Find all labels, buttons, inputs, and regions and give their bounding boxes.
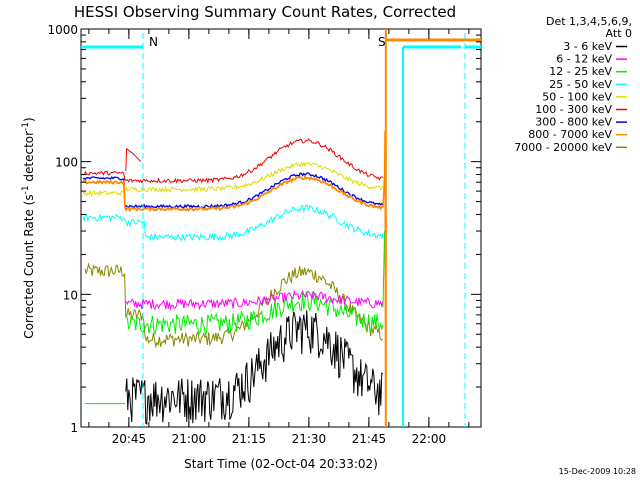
timestamp: 15-Dec-2009 10:28 (559, 467, 636, 476)
y-tick-label: 10 (63, 288, 78, 302)
y-label-exp2: -1 (21, 122, 31, 131)
series-line (82, 172, 384, 210)
legend-header-line2: Att 0 (606, 27, 632, 40)
y-tick-label: 100 (55, 156, 78, 170)
x-tick-label: 20:45 (112, 432, 147, 446)
y-axis-label: Corrected Count Rate (s-1 detector-1) (21, 117, 36, 338)
axis-layer: 1 10 100 1000 20:45 21:00 21:15 21:30 21:45 22:00 (47, 23, 481, 446)
y-label-mid: detector (22, 131, 36, 186)
chart-title: HESSI Observing Summary Count Rates, Cor… (74, 3, 456, 21)
series-line (82, 161, 384, 197)
legend-label: 3 - 6 keV (563, 40, 612, 53)
legend-label: 12 - 25 keV (549, 65, 612, 78)
legend-label: 300 - 800 keV (535, 116, 612, 129)
legend-label: 50 - 100 keV (542, 90, 612, 103)
legend-header-line1: Det 1,3,4,5,6,9, (546, 15, 632, 28)
legend-label: 6 - 12 keV (556, 53, 612, 66)
legend-label: 7000 - 20000 keV (514, 141, 612, 154)
flag-letter: N (149, 35, 158, 49)
series-line (125, 290, 384, 337)
legend-label: 100 - 300 keV (535, 103, 612, 116)
series-line (125, 289, 384, 311)
x-axis-label: Start Time (02-Oct-04 20:33:02) (184, 457, 378, 471)
series-line (84, 262, 383, 349)
x-tick-label: 21:15 (232, 432, 267, 446)
y-label-end: ) (22, 117, 36, 122)
series-line (82, 174, 384, 213)
series-line (125, 310, 384, 425)
legend-label: 25 - 50 keV (549, 78, 612, 91)
y-tick-label: 1000 (47, 23, 78, 37)
series-line (83, 138, 384, 184)
x-tick-label: 22:00 (412, 432, 447, 446)
series-line (82, 204, 384, 242)
x-tick-label: 21:30 (292, 432, 327, 446)
y-label-main: Corrected Count Rate (s (22, 194, 36, 338)
x-tick-label: 21:00 (172, 432, 207, 446)
legend-label: 800 - 7000 keV (528, 128, 612, 141)
y-label-exp1: -1 (21, 185, 31, 194)
flag-letter: S (378, 35, 386, 49)
x-tick-label: 21:45 (352, 432, 387, 446)
plot-frame (80, 28, 482, 428)
series-line (125, 147, 142, 172)
series-line (382, 230, 386, 308)
y-tick-label: 1 (70, 421, 78, 435)
